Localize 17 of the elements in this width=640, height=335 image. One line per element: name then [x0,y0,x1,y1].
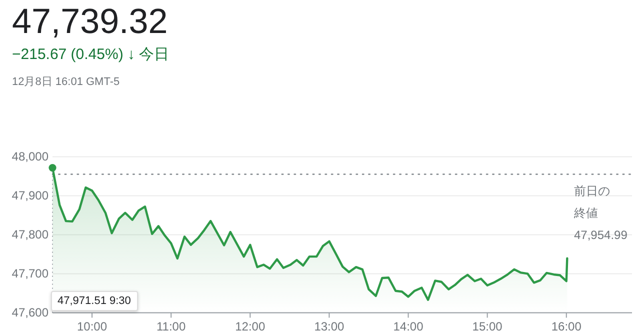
chart-subtitle: −215.67 (0.45%) ↓ 今日 [12,45,170,64]
chart-title: 47,739.32 [12,2,168,42]
text: 12月8日 16:01 GMT-5 [12,75,120,89]
annotation: 47,971.51 9:30 [50,290,138,311]
y-tick-label: 47,900 [12,188,49,203]
x-tick-label: 14:00 [393,320,424,334]
ref-line-label: 前日の終値 47,954.99 [574,183,628,244]
y-tick-label: 47,600 [12,306,49,320]
x-tick-label: 16:00 [551,320,582,334]
x-tick-label: 15:00 [472,320,503,334]
x-tick-label: 13:00 [314,320,345,334]
x-tick-label: 10:00 [77,320,108,334]
y-tick-label: 47,700 [12,266,49,281]
x-tick-label: 11:00 [156,320,186,334]
x-tick-label: 12:00 [235,320,266,334]
y-tick-label: 48,000 [12,150,49,164]
y-tick-label: 47,800 [12,228,49,242]
